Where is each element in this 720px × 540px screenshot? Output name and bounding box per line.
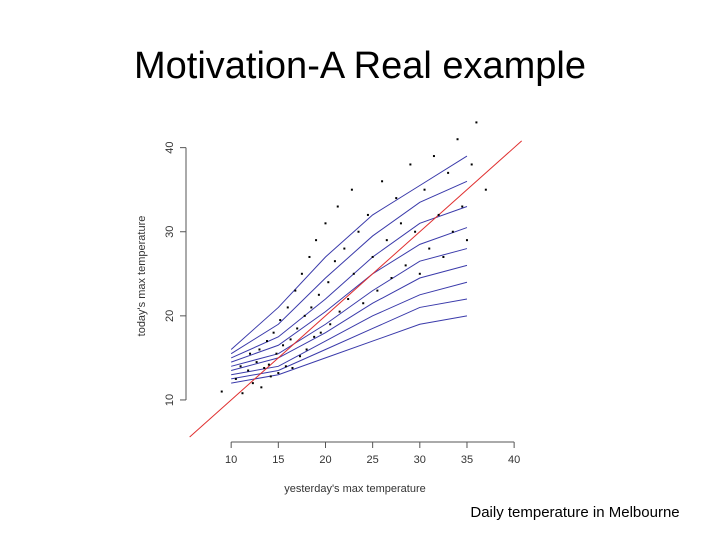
point [282, 344, 285, 347]
point [239, 365, 242, 368]
x-axis-label: yesterday's max temperature [284, 483, 426, 495]
point [447, 171, 450, 174]
point [324, 222, 327, 225]
point [300, 272, 303, 275]
quantile-curve [231, 248, 468, 367]
point [263, 366, 266, 369]
point [284, 365, 287, 368]
reference-line [189, 140, 523, 438]
point [437, 213, 440, 216]
x-tick-label: 15 [272, 454, 284, 466]
slide-title: Motivation-A Real example [134, 45, 586, 87]
point [428, 247, 431, 250]
point [310, 306, 313, 309]
point [289, 338, 292, 341]
point [251, 382, 254, 385]
point [269, 375, 272, 378]
point [461, 205, 464, 208]
point [277, 372, 280, 375]
x-tick-label: 30 [414, 454, 426, 466]
point [336, 205, 339, 208]
point [286, 306, 289, 309]
y-tick-label: 40 [164, 142, 176, 154]
x-tick-label: 20 [319, 454, 331, 466]
x-tick-label: 35 [461, 454, 473, 466]
point [484, 188, 487, 191]
point [338, 310, 341, 313]
point [220, 390, 223, 393]
point [255, 361, 258, 364]
point [291, 366, 294, 369]
point [267, 363, 270, 366]
point [299, 355, 302, 358]
point [347, 298, 350, 301]
point [275, 352, 278, 355]
point [317, 293, 320, 296]
point [418, 272, 421, 275]
point [470, 163, 473, 166]
point [313, 335, 316, 338]
point [385, 239, 388, 242]
quantile-curve [231, 281, 468, 376]
quantile-curve [231, 298, 468, 380]
point [357, 230, 360, 233]
point [350, 188, 353, 191]
point [399, 222, 402, 225]
point [266, 340, 269, 343]
point [390, 277, 393, 279]
point [366, 213, 369, 216]
point [362, 302, 365, 305]
quantile-curve [230, 180, 468, 355]
x-tick-label: 40 [508, 454, 520, 466]
point [296, 327, 299, 330]
y-tick-label: 10 [164, 394, 176, 406]
point [303, 314, 306, 317]
point [279, 319, 282, 322]
point [315, 239, 318, 242]
point [241, 392, 244, 395]
point [234, 377, 237, 380]
point [395, 197, 398, 200]
y-tick-label: 20 [164, 310, 176, 322]
point [371, 255, 374, 258]
point [423, 188, 426, 191]
point [319, 331, 322, 334]
quantile-curve [230, 155, 468, 350]
y-tick-label: 30 [164, 226, 176, 238]
point [432, 155, 435, 158]
point [308, 255, 311, 258]
caption: Daily temperature in Melbourne [470, 504, 679, 521]
y-axis-label: today's max temperature [136, 216, 148, 337]
quantile-curve [231, 264, 468, 371]
point [442, 255, 445, 258]
point [381, 180, 384, 183]
point [329, 323, 332, 326]
x-tick-label: 25 [367, 454, 379, 466]
point [376, 289, 379, 292]
quantile-curve [230, 227, 468, 363]
point [409, 163, 412, 166]
point [247, 369, 250, 372]
x-tick-label: 10 [225, 454, 237, 466]
point [305, 348, 308, 351]
point [465, 239, 468, 242]
point [249, 352, 252, 355]
point [258, 348, 261, 351]
quantile-curve [230, 206, 468, 359]
point [294, 289, 297, 292]
point [260, 386, 263, 389]
point [475, 121, 478, 124]
point [456, 138, 459, 141]
point [343, 247, 346, 250]
point [451, 230, 454, 233]
point [352, 272, 355, 275]
point [333, 260, 336, 263]
point [327, 281, 330, 284]
point [272, 331, 275, 334]
point [414, 230, 417, 233]
point [404, 264, 407, 267]
